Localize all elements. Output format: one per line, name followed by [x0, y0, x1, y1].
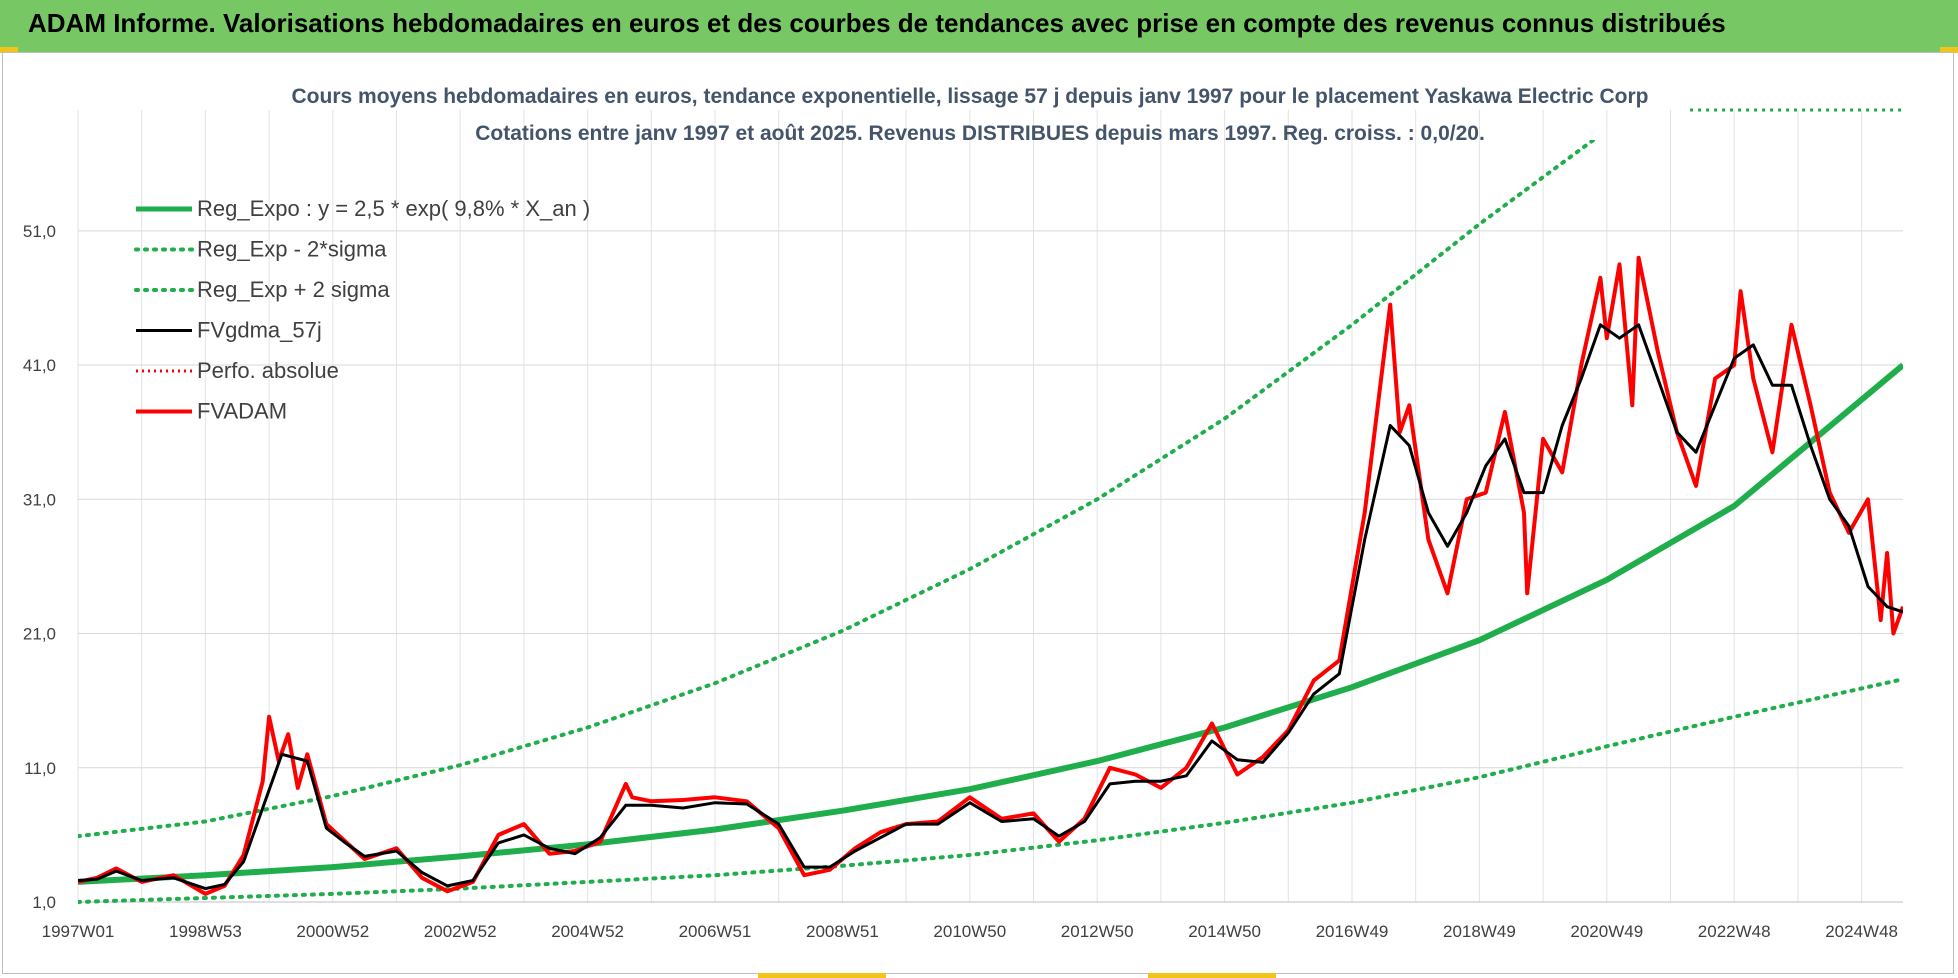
x-tick-label: 2004W52 — [551, 922, 624, 941]
chart-title: Cours moyens hebdomadaires en euros, ten… — [292, 85, 1649, 108]
legend-label: FVADAM — [197, 399, 287, 424]
y-tick-label: 21,0 — [23, 625, 56, 644]
series-line-6 — [78, 255, 1903, 896]
y-tick-label: 31,0 — [23, 490, 56, 509]
grid-lines — [77, 110, 1903, 903]
series-line-3 — [78, 140, 1597, 839]
x-tick-label: 2012W50 — [1061, 922, 1134, 941]
x-tick-label: 2010W50 — [933, 922, 1006, 941]
x-tick-label: 2024W48 — [1825, 922, 1898, 941]
legend: Reg_Expo : y = 2,5 * exp( 9,8% * X_an ) R… — [134, 196, 590, 424]
x-tick-label: 2000W52 — [296, 922, 369, 941]
x-tick-label: 1998W53 — [169, 922, 242, 941]
y-tick-label: 11,0 — [24, 759, 56, 778]
chart-subtitle: Cotations entre janv 1997 et août 2025. … — [475, 122, 1485, 145]
corner-accent-right — [1940, 47, 1958, 53]
legend-label: Reg_Expo : y = 2,5 * exp( 9,8% * X_an ) — [197, 196, 590, 221]
x-tick-label: 2008W51 — [806, 922, 879, 941]
x-tick-label: 2002W52 — [424, 922, 497, 941]
legend-label: Reg_Exp + 2 sigma — [197, 277, 390, 302]
x-tick-label: 2016W49 — [1316, 922, 1389, 941]
chart-frame — [2, 52, 1954, 974]
y-tick-label: 41,0 — [23, 356, 56, 375]
page-title: ADAM Informe. Valorisations hebdomadaire… — [28, 8, 1726, 38]
series-lines — [78, 140, 1903, 904]
series-line-2 — [78, 677, 1903, 904]
y-tick-label: 1,0 — [32, 893, 56, 912]
series-line-1 — [78, 362, 1903, 885]
x-tick-label: 2006W51 — [679, 922, 752, 941]
corner-accent-left — [0, 47, 18, 53]
x-tick-label: 2018W49 — [1443, 922, 1516, 941]
tick-labels: 1,0 11,0 21,0 31,0 41,0 51,0 1997W01 1998W53 200… — [23, 222, 1898, 941]
series-line-4 — [78, 323, 1903, 891]
legend-label: Perfo. absolue — [197, 358, 339, 383]
x-tick-label: 1997W01 — [42, 922, 115, 941]
legend-label: Reg_Exp - 2*sigma — [197, 237, 387, 262]
x-tick-label: 2022W48 — [1698, 922, 1771, 941]
x-tick-label: 2014W50 — [1188, 922, 1261, 941]
header-banner: ADAM Informe. Valorisations hebdomadaire… — [0, 0, 1958, 52]
x-tick-label: 2020W49 — [1570, 922, 1643, 941]
y-tick-label: 51,0 — [23, 222, 56, 241]
bottom-accent-1 — [758, 973, 886, 978]
legend-label: FVgdma_57j — [197, 318, 322, 343]
bottom-accent-2 — [1148, 973, 1276, 978]
